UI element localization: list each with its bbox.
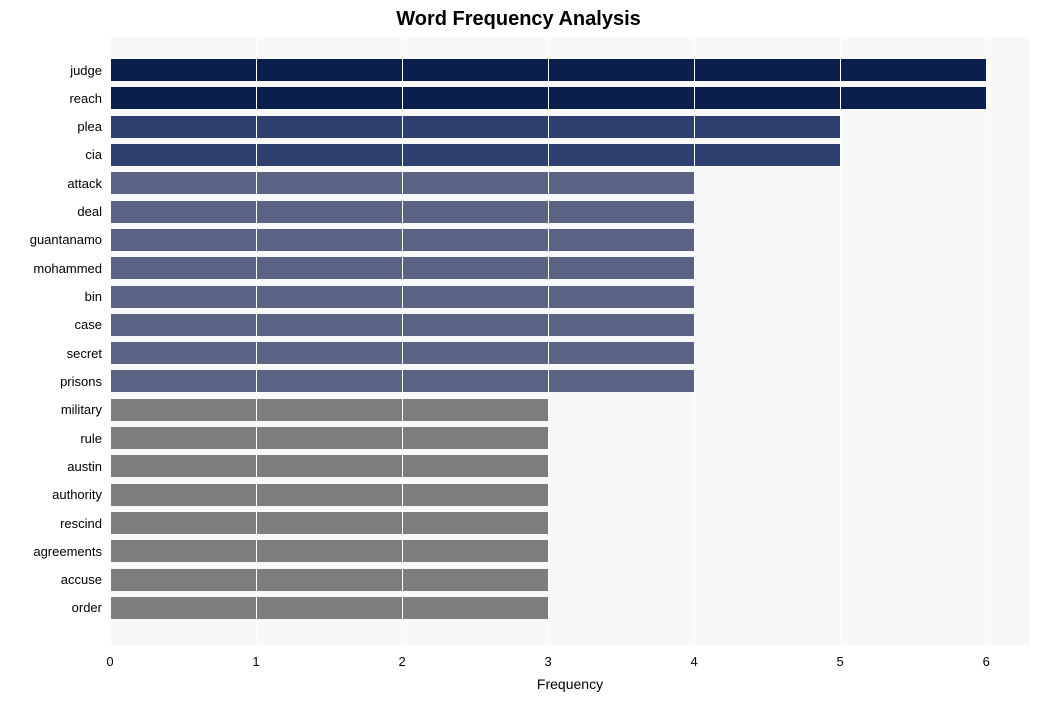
bar-rect — [110, 597, 548, 619]
x-tick: 4 — [691, 654, 698, 669]
bar-row: deal — [110, 201, 1030, 223]
grid-line — [548, 37, 549, 645]
x-axis-label: Frequency — [537, 676, 603, 692]
bar-row: bin — [110, 286, 1030, 308]
bar-rect — [110, 512, 548, 534]
bars-container: judge reach plea cia attack deal guantanamo moh… — [110, 59, 1030, 619]
bar-row: rescind — [110, 512, 1030, 534]
bar-rect — [110, 540, 548, 562]
bar-row: order — [110, 597, 1030, 619]
bar-label: rule — [80, 431, 110, 446]
grid-line — [402, 37, 403, 645]
bar-rect — [110, 455, 548, 477]
bar-row: mohammed — [110, 257, 1030, 279]
bar-rect — [110, 427, 548, 449]
bar-row: authority — [110, 484, 1030, 506]
plot-area: judge reach plea cia attack deal guantanamo moh… — [110, 37, 1030, 645]
bar-label: mohammed — [33, 261, 110, 276]
bar-rect — [110, 116, 840, 138]
bar-row: plea — [110, 116, 1030, 138]
bar-rect — [110, 144, 840, 166]
grid-line — [110, 37, 111, 645]
bar-rect — [110, 484, 548, 506]
bar-label: guantanamo — [30, 232, 110, 247]
bar-label: agreements — [33, 544, 110, 559]
bar-label: case — [75, 317, 110, 332]
bar-label: deal — [77, 204, 110, 219]
grid-line — [986, 37, 987, 645]
bar-label: authority — [52, 487, 110, 502]
x-tick: 3 — [544, 654, 551, 669]
grid-line — [694, 37, 695, 645]
bar-label: attack — [67, 176, 110, 191]
x-tick: 2 — [398, 654, 405, 669]
word-frequency-chart: Word Frequency Analysis judgereachpleaci… — [0, 0, 1047, 701]
bar-row: rule — [110, 427, 1030, 449]
bar-label: austin — [67, 459, 110, 474]
bar-label: accuse — [61, 572, 110, 587]
bar-row: secret — [110, 342, 1030, 364]
bar-label: cia — [85, 147, 110, 162]
bar-rect — [110, 399, 548, 421]
x-tick: 1 — [252, 654, 259, 669]
bar-row: cia — [110, 144, 1030, 166]
bar-label: rescind — [60, 516, 110, 531]
bar-row: guantanamo — [110, 229, 1030, 251]
bar-label: secret — [67, 346, 110, 361]
bar-label: military — [61, 402, 110, 417]
bar-label: plea — [77, 119, 110, 134]
bar-row: prisons — [110, 370, 1030, 392]
bar-label: judge — [70, 63, 110, 78]
bar-row: attack — [110, 172, 1030, 194]
bar-row: accuse — [110, 569, 1030, 591]
bar-label: bin — [85, 289, 110, 304]
bar-row: agreements — [110, 540, 1030, 562]
bar-label: reach — [69, 91, 110, 106]
bar-rect — [110, 569, 548, 591]
bar-row: case — [110, 314, 1030, 336]
x-tick: 6 — [983, 654, 990, 669]
bar-row: reach — [110, 87, 1030, 109]
chart-title: Word Frequency Analysis — [60, 8, 977, 31]
bar-row: judge — [110, 59, 1030, 81]
bar-row: military — [110, 399, 1030, 421]
x-tick: 0 — [106, 654, 113, 669]
x-tick: 5 — [837, 654, 844, 669]
grid-line — [840, 37, 841, 645]
bar-label: order — [72, 600, 110, 615]
bar-label: prisons — [60, 374, 110, 389]
bar-row: austin — [110, 455, 1030, 477]
grid-line — [256, 37, 257, 645]
